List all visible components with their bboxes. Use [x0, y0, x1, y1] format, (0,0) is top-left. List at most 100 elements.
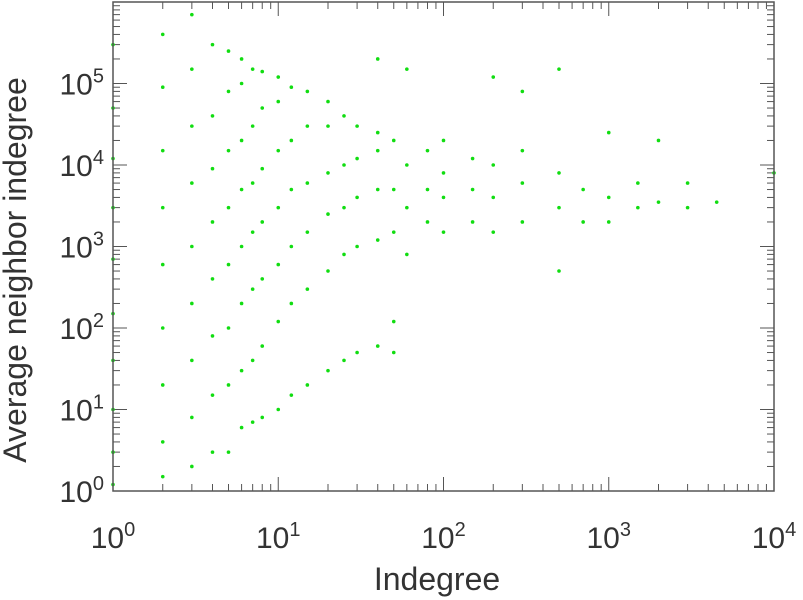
data-point — [160, 474, 165, 479]
data-point — [226, 148, 231, 153]
data-point — [685, 181, 690, 185]
data-point — [276, 99, 281, 104]
y-tick-label: 102 — [60, 310, 105, 346]
data-point — [441, 230, 446, 234]
data-point — [210, 42, 215, 47]
data-point — [355, 124, 359, 128]
data-point — [326, 171, 330, 175]
data-point — [355, 350, 359, 355]
data-point — [239, 368, 244, 373]
data-point — [289, 187, 294, 192]
data-point — [656, 138, 661, 143]
data-point — [289, 301, 294, 306]
data-point — [190, 67, 194, 71]
data-point — [210, 334, 215, 338]
data-point — [226, 49, 231, 53]
data-point — [160, 32, 165, 37]
data-point — [276, 148, 281, 153]
data-point — [355, 244, 359, 249]
data-point — [190, 124, 194, 128]
data-point — [276, 319, 281, 324]
data-point — [190, 464, 194, 469]
data-point — [520, 220, 525, 224]
data-point — [260, 69, 265, 74]
data-point — [239, 138, 244, 143]
data-point — [239, 187, 244, 192]
data-point — [326, 269, 330, 273]
data-point — [491, 195, 496, 200]
data-point — [190, 12, 194, 17]
data-point — [260, 106, 265, 110]
data-point — [342, 358, 346, 363]
data-point — [276, 75, 281, 79]
x-tick-label: 102 — [421, 519, 466, 555]
data-point — [160, 85, 165, 90]
x-tick-label: 103 — [587, 519, 632, 555]
data-point — [276, 407, 281, 412]
data-point — [581, 220, 585, 224]
x-tick-labels: 100 101 102 103 104 — [91, 519, 797, 555]
data-point — [305, 124, 310, 128]
data-point — [425, 220, 430, 224]
data-point — [260, 277, 265, 281]
data-point — [342, 252, 346, 257]
data-point — [606, 130, 611, 135]
data-point — [391, 319, 396, 324]
data-point — [289, 85, 294, 90]
data-point — [391, 350, 396, 355]
y-axis-label: Average neighbor indegree — [0, 77, 33, 462]
data-point — [342, 114, 346, 118]
data-point — [441, 171, 446, 175]
data-point — [375, 187, 380, 192]
data-point — [250, 230, 255, 234]
data-point — [557, 171, 561, 175]
data-point — [685, 205, 690, 210]
data-point — [210, 450, 215, 454]
data-point — [425, 187, 430, 192]
data-point — [190, 301, 194, 306]
plot-frame — [112, 1, 775, 492]
data-point — [714, 200, 719, 204]
data-point — [226, 205, 231, 210]
data-point — [520, 89, 525, 94]
data-point — [425, 148, 430, 153]
data-point — [260, 344, 265, 348]
data-point — [250, 287, 255, 291]
data-point — [557, 269, 561, 273]
data-point — [375, 148, 380, 153]
data-point — [260, 415, 265, 420]
data-point — [305, 383, 310, 387]
data-point — [226, 262, 231, 267]
data-point — [250, 181, 255, 185]
data-point — [491, 163, 496, 167]
data-point — [190, 181, 194, 185]
data-point — [260, 220, 265, 224]
data-point — [239, 425, 244, 430]
data-point — [160, 383, 165, 387]
y-tick-label: 105 — [60, 66, 105, 102]
data-point — [375, 57, 380, 61]
data-point — [326, 368, 330, 373]
x-tick-label: 100 — [91, 519, 136, 555]
data-point — [375, 130, 380, 135]
data-point — [160, 440, 165, 444]
data-point — [210, 114, 215, 118]
data-point — [470, 156, 475, 161]
data-point — [342, 205, 346, 210]
data-point — [305, 89, 310, 94]
data-point — [557, 67, 561, 71]
y-tick-label: 100 — [60, 473, 105, 509]
y-tick-label: 101 — [60, 392, 105, 428]
data-point — [326, 124, 330, 128]
x-tick-label: 101 — [256, 519, 301, 555]
data-point — [470, 220, 475, 224]
data-point — [276, 205, 281, 210]
data-point — [160, 326, 165, 330]
data-point — [239, 244, 244, 249]
data-point — [375, 238, 380, 242]
data-point — [250, 420, 255, 424]
data-point — [656, 200, 661, 204]
data-point — [375, 344, 380, 348]
data-point — [160, 205, 165, 210]
